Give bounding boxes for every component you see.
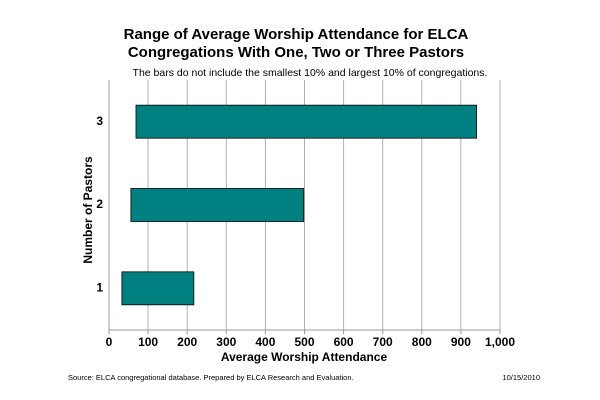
source-note: Source: ELCA congregational database. Pr… [68,373,354,382]
x-tick-label: 500 [294,335,314,349]
x-tick-label: 100 [138,335,158,349]
x-tick-label: 800 [412,335,432,349]
chart-title: Range of Average Worship Attendance for … [124,26,469,43]
date: 10/15/2010 [502,373,540,382]
y-tick-label: 2 [96,197,103,211]
y-tick-label: 3 [96,114,103,128]
x-tick-label: 700 [373,335,393,349]
y-tick-label: 1 [96,281,103,295]
chart-title: Congregations With One, Two or Three Pas… [128,44,464,61]
subtitle: The bars do not include the smallest 10%… [133,67,488,79]
bar [121,271,195,306]
x-tick-label: 1,000 [485,335,515,349]
x-tick-label: 400 [255,335,275,349]
x-axis-title: Average Worship Attendance [221,350,388,364]
x-tick-label: 200 [177,335,197,349]
bar [135,104,477,139]
x-tick-label: 600 [334,335,354,349]
x-tick-label: 300 [216,335,236,349]
y-axis-title: Number of Pastors [81,156,95,264]
x-tick-label: 900 [451,335,471,349]
x-tick-label: 0 [106,335,113,349]
bar [130,188,305,222]
